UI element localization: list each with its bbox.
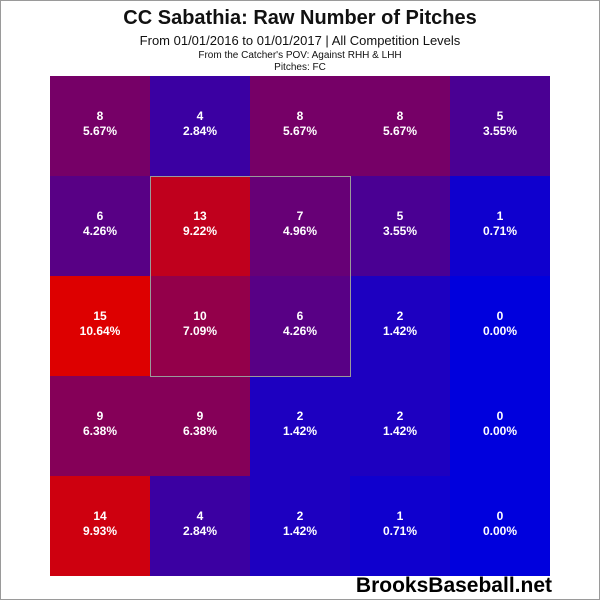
- strike-zone-outline: [150, 176, 351, 377]
- cell-percent-r2-c1: 7.09%: [183, 324, 217, 338]
- cell-count-r3-c0: 9: [97, 409, 104, 423]
- chart-subtitle: From 01/01/2016 to 01/01/2017 | All Comp…: [139, 33, 461, 48]
- heatmap-cell-r2-c0: [50, 276, 150, 376]
- cell-percent-r3-c1: 6.38%: [183, 424, 217, 438]
- cell-percent-r4-c3: 0.71%: [383, 524, 417, 538]
- cell-percent-r0-c1: 2.84%: [183, 124, 217, 138]
- cell-count-r4-c3: 1: [397, 509, 404, 523]
- cell-count-r0-c0: 8: [97, 109, 104, 123]
- cell-count-r0-c3: 8: [397, 109, 404, 123]
- cell-count-r3-c3: 2: [397, 409, 404, 423]
- heatmap-cell-r4-c0: [50, 476, 150, 576]
- cell-count-r2-c4: 0: [497, 309, 504, 323]
- cell-count-r0-c1: 4: [197, 109, 204, 123]
- heatmap-cell-r2-c2: [250, 276, 350, 376]
- heatmap-cell-r1-c4: [450, 176, 550, 276]
- chart-note-pitches: Pitches: FC: [274, 62, 326, 73]
- heatmap-cell-r3-c1: [150, 376, 250, 476]
- cell-count-r2-c2: 6: [297, 309, 304, 323]
- cell-percent-r2-c4: 0.00%: [483, 324, 517, 338]
- cell-count-r1-c3: 5: [397, 209, 404, 223]
- cell-count-r2-c1: 10: [193, 309, 207, 323]
- heatmap-cell-r0-c1: [150, 76, 250, 176]
- heatmap-cell-r2-c1: [150, 276, 250, 376]
- cell-count-r3-c1: 9: [197, 409, 204, 423]
- cell-count-r1-c4: 1: [497, 209, 504, 223]
- cell-percent-r4-c1: 2.84%: [183, 524, 217, 538]
- cell-percent-r4-c2: 1.42%: [283, 524, 317, 538]
- heatmap-cell-r2-c3: [350, 276, 450, 376]
- cell-percent-r2-c0: 10.64%: [80, 324, 121, 338]
- cell-count-r2-c3: 2: [397, 309, 404, 323]
- cell-percent-r3-c3: 1.42%: [383, 424, 417, 438]
- heatmap-cell-r4-c4: [450, 476, 550, 576]
- cell-count-r4-c2: 2: [297, 509, 304, 523]
- heatmap-cell-r4-c3: [350, 476, 450, 576]
- cell-percent-r0-c0: 5.67%: [83, 124, 117, 138]
- heatmap-cell-r1-c2: [250, 176, 350, 276]
- cell-percent-r1-c0: 4.26%: [83, 224, 117, 238]
- cell-count-r2-c0: 15: [93, 309, 107, 323]
- cell-percent-r0-c2: 5.67%: [283, 124, 317, 138]
- heatmap-cell-r2-c4: [450, 276, 550, 376]
- heatmap-cell-r4-c2: [250, 476, 350, 576]
- cell-count-r0-c4: 5: [497, 109, 504, 123]
- chart-note-pov: From the Catcher's POV: Against RHH & LH…: [198, 50, 402, 61]
- cell-count-r4-c0: 14: [93, 509, 107, 523]
- cell-percent-r4-c0: 9.93%: [83, 524, 117, 538]
- heatmap-cell-r0-c4: [450, 76, 550, 176]
- cell-percent-r1-c2: 4.96%: [283, 224, 317, 238]
- cell-percent-r4-c4: 0.00%: [483, 524, 517, 538]
- cell-percent-r3-c0: 6.38%: [83, 424, 117, 438]
- cell-percent-r1-c3: 3.55%: [383, 224, 417, 238]
- cell-percent-r1-c1: 9.22%: [183, 224, 217, 238]
- heatmap-cell-r1-c0: [50, 176, 150, 276]
- cell-percent-r1-c4: 0.71%: [483, 224, 517, 238]
- cell-count-r1-c2: 7: [297, 209, 304, 223]
- heatmap-cell-r1-c3: [350, 176, 450, 276]
- heatmap-cell-r3-c0: [50, 376, 150, 476]
- heatmap-cell-r3-c3: [350, 376, 450, 476]
- cell-percent-r0-c4: 3.55%: [483, 124, 517, 138]
- cell-count-r4-c1: 4: [197, 509, 204, 523]
- heatmap-cell-r0-c2: [250, 76, 350, 176]
- cell-count-r3-c2: 2: [297, 409, 304, 423]
- cell-count-r3-c4: 0: [497, 409, 504, 423]
- heatmap-cell-r3-c4: [450, 376, 550, 476]
- cell-count-r4-c4: 0: [497, 509, 504, 523]
- cell-percent-r3-c2: 1.42%: [283, 424, 317, 438]
- watermark: BrooksBaseball.net: [355, 574, 552, 597]
- cell-percent-r2-c3: 1.42%: [383, 324, 417, 338]
- cell-percent-r3-c4: 0.00%: [483, 424, 517, 438]
- cell-count-r1-c1: 13: [193, 209, 207, 223]
- cell-count-r1-c0: 6: [97, 209, 104, 223]
- heatmap-cell-r3-c2: [250, 376, 350, 476]
- cell-percent-r2-c2: 4.26%: [283, 324, 317, 338]
- cell-count-r0-c2: 8: [297, 109, 304, 123]
- cell-percent-r0-c3: 5.67%: [383, 124, 417, 138]
- heatmap-cell-r4-c1: [150, 476, 250, 576]
- heatmap-cell-r0-c0: [50, 76, 150, 176]
- heatmap-cell-r1-c1: [150, 176, 250, 276]
- chart-title: CC Sabathia: Raw Number of Pitches: [123, 7, 477, 29]
- heatmap-cell-r0-c3: [350, 76, 450, 176]
